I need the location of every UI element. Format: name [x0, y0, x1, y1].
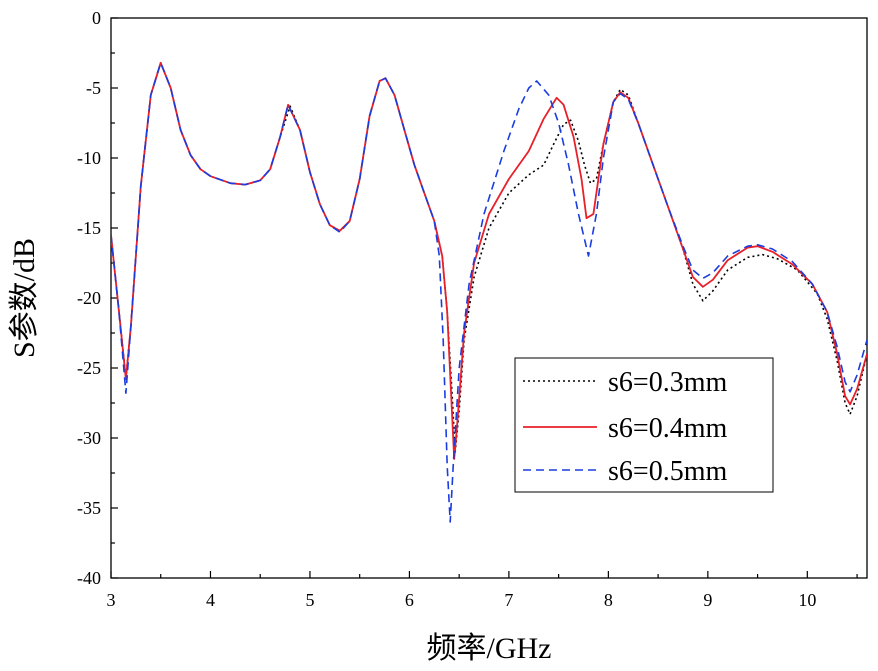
plot-frame: [110, 17, 868, 579]
legend: s6=0.3mm s6=0.4mm s6=0.5mm: [514, 357, 774, 493]
x-tick-label: 4: [206, 590, 215, 610]
series-layer: [111, 61, 867, 523]
x-tick-labels: 3 4 5 6 7 8 9 10: [107, 590, 817, 610]
axis-ticks: [110, 17, 858, 579]
y-axis-title: S参数/dB: [8, 238, 41, 358]
x-tick-label: 10: [798, 590, 816, 610]
y-tick-label: 0: [92, 8, 101, 28]
x-axis-title: 频率/GHz: [427, 632, 552, 665]
legend-label-s6-0.4mm: s6=0.4mm: [608, 413, 727, 444]
series-line-s6=0.5mm: [111, 62, 867, 523]
y-tick-label: -35: [77, 498, 101, 518]
x-tick-label: 5: [305, 590, 314, 610]
y-tick-labels: 0 -5 -10 -15 -20 -25 -30 -35 -40: [77, 8, 101, 588]
y-tick-label: -5: [86, 78, 101, 98]
y-tick-label: -15: [77, 218, 101, 238]
legend-label-s6-0.3mm: s6=0.3mm: [608, 367, 727, 398]
y-tick-label: -20: [77, 288, 101, 308]
y-tick-label: -40: [77, 568, 101, 588]
x-tick-label: 8: [604, 590, 613, 610]
x-tick-label: 3: [107, 590, 116, 610]
x-tick-label: 9: [703, 590, 712, 610]
x-tick-label: 6: [405, 590, 414, 610]
legend-label-s6-0.5mm: s6=0.5mm: [608, 456, 727, 487]
y-tick-label: -30: [77, 428, 101, 448]
y-tick-label: -10: [77, 148, 101, 168]
x-tick-label: 7: [504, 590, 513, 610]
y-tick-label: -25: [77, 358, 101, 378]
